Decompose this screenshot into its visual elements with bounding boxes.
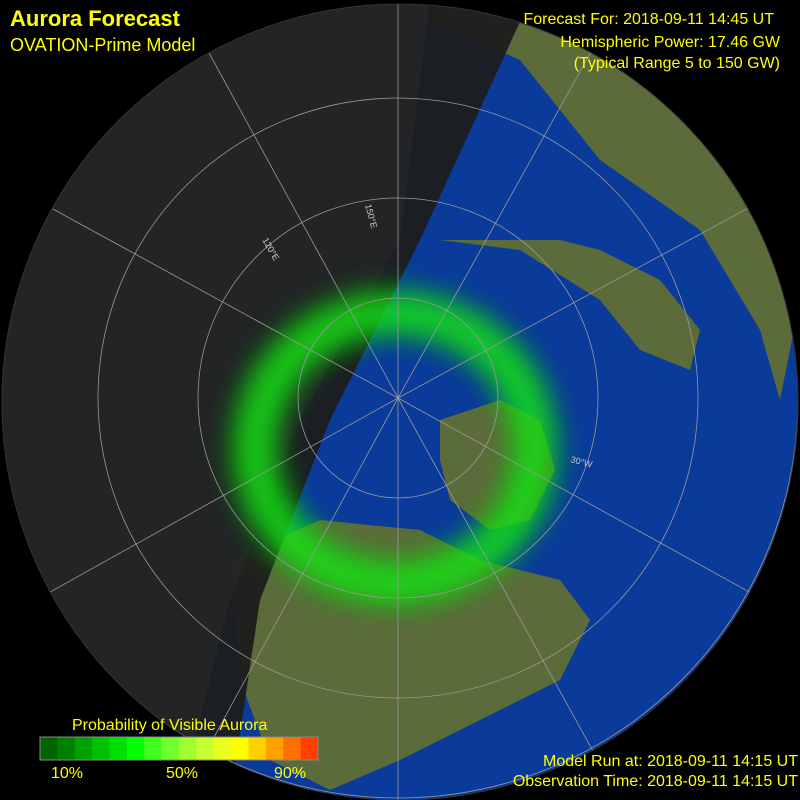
colorbar-tick: 90% — [274, 765, 306, 782]
forecast-time: Forecast For: 2018-09-11 14:45 UT — [524, 11, 775, 28]
observation-time: Observation Time: 2018-09-11 14:15 UT — [513, 773, 798, 790]
colorbar-swatch — [92, 737, 110, 760]
model-run: Model Run at: 2018-09-11 14:15 UT — [543, 753, 798, 770]
subtitle: OVATION-Prime Model — [10, 35, 195, 55]
legend-title: Probability of Visible Aurora — [72, 717, 267, 734]
title: Aurora Forecast — [10, 6, 181, 31]
colorbar-swatch — [144, 737, 163, 760]
colorbar-swatch — [57, 737, 76, 760]
colorbar-swatch — [40, 737, 58, 760]
colorbar-swatch — [179, 737, 197, 760]
colorbar-swatch — [74, 737, 93, 760]
colorbar-swatch — [248, 737, 267, 760]
colorbar-tick: 10% — [51, 765, 83, 782]
colorbar-tick: 50% — [166, 765, 198, 782]
power-range: (Typical Range 5 to 150 GW) — [574, 55, 780, 72]
colorbar-swatch — [109, 737, 128, 760]
colorbar-swatch — [213, 737, 232, 760]
colorbar-swatch — [283, 737, 302, 760]
colorbar-swatch — [231, 737, 249, 760]
aurora-core — [244, 302, 546, 594]
colorbar-swatch — [196, 737, 215, 760]
hemispheric-power: Hemispheric Power: 17.46 GW — [560, 34, 781, 51]
colorbar-swatch — [300, 737, 319, 760]
colorbar: 10% 50% 90% — [39, 736, 319, 782]
colorbar-swatch — [161, 737, 180, 760]
night-land — [2, 4, 430, 800]
land-scandinavia — [440, 240, 700, 370]
colorbar-frame — [39, 736, 319, 761]
globe-edge — [1, 3, 799, 800]
colorbar-swatch — [265, 737, 284, 760]
colorbar-swatch — [126, 737, 145, 760]
